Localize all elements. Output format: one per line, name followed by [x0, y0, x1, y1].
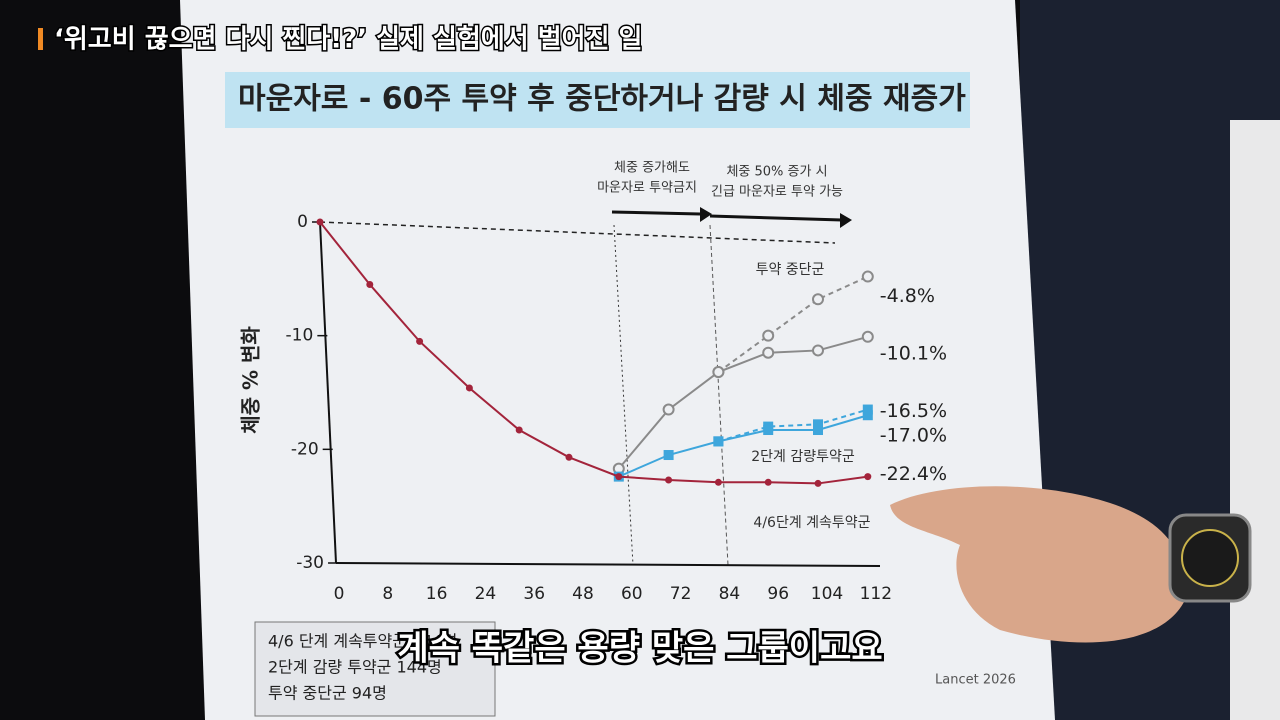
series-line	[319, 221, 868, 485]
x-tick-label: 112	[860, 584, 892, 604]
y-tick-label: -10	[286, 326, 314, 346]
series-line	[718, 408, 869, 443]
legend-item: 투약 중단군 94명	[268, 684, 387, 703]
annotation: 체중 증가해도	[614, 161, 690, 176]
arrow-head	[700, 207, 712, 222]
marker	[812, 344, 824, 357]
divider	[709, 224, 729, 566]
video-title: ‘위고비 끊으면 다시 찐다!?’ 실제 실험에서 벌어진 일	[54, 25, 642, 55]
x-tick-label: 16	[426, 584, 448, 604]
series-label: 2단계 감량투약군	[751, 449, 855, 465]
y-axis	[319, 221, 337, 564]
marker	[663, 450, 674, 461]
divider	[613, 224, 634, 566]
marker	[565, 453, 573, 461]
marker	[813, 425, 823, 436]
x-tick-label: 8	[382, 584, 393, 604]
board	[180, 0, 1055, 720]
marker	[762, 329, 775, 342]
value-label: -22.4%	[880, 463, 947, 485]
series-line	[618, 335, 869, 470]
y-tick-label: 0	[297, 212, 308, 232]
marker	[861, 330, 874, 343]
marker	[864, 473, 872, 481]
arrow	[611, 210, 843, 222]
marker	[366, 281, 374, 289]
title-marker	[38, 28, 43, 50]
marker	[615, 473, 623, 481]
shirt	[1230, 120, 1280, 720]
legend-item: 4/6 단계 계속투약군 144명	[268, 632, 457, 651]
annotation: 긴급 마운자로 투약 가능	[711, 185, 843, 200]
y-tick-label: -20	[291, 439, 319, 459]
y-tick-label: -30	[296, 553, 324, 573]
x-tick-label: 72	[670, 584, 692, 604]
legend-item: 2단계 감량 투약군 144명	[268, 658, 442, 677]
value-label: -17.0%	[880, 425, 947, 447]
hand	[890, 486, 1186, 643]
marker	[712, 366, 725, 379]
x-tick-label: 96	[767, 584, 789, 604]
watch-face	[1181, 529, 1239, 587]
series-line	[717, 275, 869, 373]
x-tick-label: 48	[572, 584, 594, 604]
marker	[812, 293, 824, 306]
marker	[416, 337, 424, 345]
x-tick-label: 60	[621, 584, 643, 604]
marker	[665, 476, 673, 484]
marker	[763, 421, 774, 432]
reference-line	[319, 221, 836, 244]
y-axis-label: 체중 % 변화	[239, 326, 263, 434]
marker	[764, 478, 772, 486]
source: Lancet 2026	[935, 673, 1016, 688]
arrow-head	[840, 213, 852, 228]
marker	[662, 403, 675, 416]
series-label: 투약 중단군	[756, 262, 825, 278]
marker	[862, 404, 873, 415]
x-axis	[335, 562, 881, 567]
value-label: -10.1%	[880, 342, 947, 364]
chart-title: 마운자로 - 60주 투약 후 중단하거나 감량 시 체중 재증가	[238, 82, 966, 117]
marker	[813, 419, 823, 430]
marker	[316, 218, 324, 226]
x-tick-label: 104	[811, 584, 843, 604]
marker	[814, 479, 822, 487]
value-label: -16.5%	[880, 400, 947, 422]
title-banner	[225, 72, 970, 128]
marker	[515, 426, 523, 434]
marker	[762, 346, 775, 359]
series-line	[618, 414, 869, 478]
annotation: 체중 50% 증가 시	[726, 165, 827, 180]
x-tick-label: 84	[719, 584, 741, 604]
annotation: 마운자로 투약금지	[597, 181, 697, 196]
legend-box	[254, 621, 496, 717]
marker	[465, 384, 473, 392]
marker	[713, 436, 724, 447]
marker	[862, 410, 873, 421]
marker	[714, 478, 722, 486]
x-tick-label: 24	[475, 584, 497, 604]
caption: 계속 똑같은 용량 맞은 그룹이고요	[397, 629, 882, 669]
x-tick-label: 0	[334, 584, 345, 604]
series-label: 4/6단계 계속투약군	[753, 515, 870, 531]
x-tick-label: 36	[523, 584, 545, 604]
value-label: -4.8%	[880, 285, 935, 307]
marker	[861, 270, 874, 283]
